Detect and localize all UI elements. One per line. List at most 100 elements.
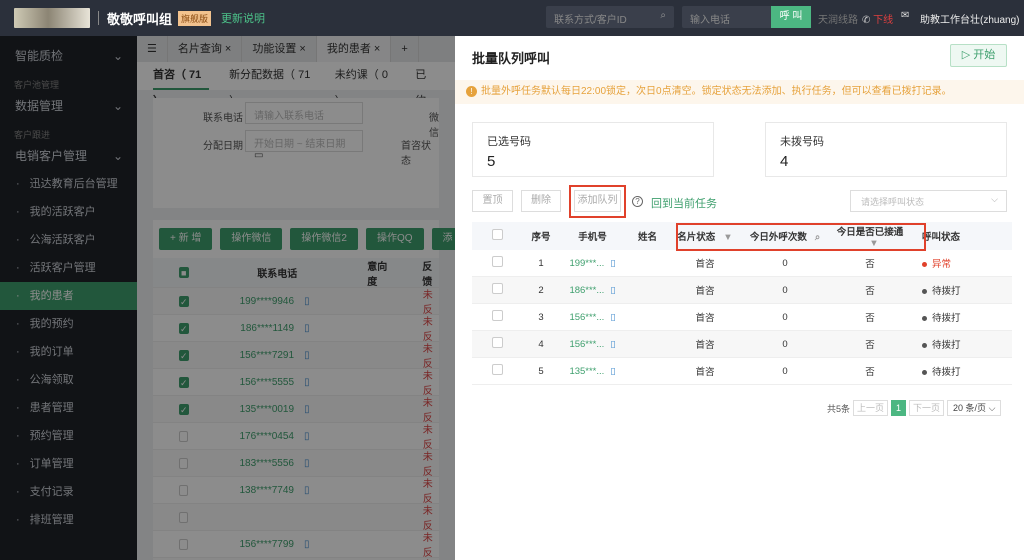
phone-filter-input[interactable]: 请输入联系电话 [245,102,363,124]
phone-link[interactable]: 138****7749 [239,484,294,496]
sidebar-item[interactable]: 公海领取 [0,366,137,394]
copy-icon[interactable]: ▯ [610,284,616,296]
copy-icon[interactable]: ▯ [303,430,310,442]
copy-icon[interactable]: ▯ [303,457,310,469]
customer-search-input[interactable]: 联系方式/客户ID ⌕ [546,6,674,28]
phone-link[interactable]: 156***... [569,311,605,323]
page-size-select[interactable]: 20 条/页 ⌵ [947,400,1002,416]
sidebar-item[interactable]: 我的活跃客户 [0,198,137,226]
more-button[interactable]: 添 [431,228,455,250]
user-menu[interactable]: 壮(zhuang) [970,15,1020,26]
col-intent[interactable]: 意向度 [367,261,388,288]
phone-input[interactable]: 输入电话 [682,6,772,28]
copy-icon[interactable]: ▯ [610,365,616,377]
phone-link[interactable]: 135***... [569,365,605,377]
mail-icon[interactable]: ✉ [901,10,910,21]
search-icon[interactable]: ⌕ [660,10,666,21]
phone-link[interactable]: 156****5555 [239,376,295,388]
add-button[interactable]: + 新 增 [159,228,213,250]
date-range-input[interactable]: 开始日期 ~ 结束日期 ▭ [245,130,363,161]
sidebar-item[interactable]: 我的订单 [0,338,137,366]
select-all-checkbox[interactable]: ■ [179,267,189,278]
wechat2-button[interactable]: 操作微信2 [290,228,358,250]
row-checkbox[interactable] [492,337,503,348]
filter-icon[interactable]: ▼ [869,237,879,249]
tab-settings[interactable]: 功能设置 × [242,36,317,62]
sidebar-item[interactable]: 订单管理 [0,450,137,478]
row-checkbox[interactable]: ✓ [179,403,189,415]
tab-my-patients[interactable]: 我的患者 × [316,36,392,62]
copy-icon[interactable]: ▯ [303,484,310,496]
row-checkbox[interactable]: ✓ [179,295,189,307]
row-checkbox[interactable] [179,484,189,496]
phone-link[interactable]: 156****7291 [239,349,295,361]
copy-icon[interactable]: ▯ [303,538,310,550]
sidebar-item[interactable]: 排班管理 [0,506,137,534]
copy-icon[interactable]: ▯ [304,295,310,307]
workbench-link[interactable]: 助教工作台 [920,15,970,26]
start-button[interactable]: ▷ 开始 [950,44,1007,67]
offline-button[interactable]: ✆ 下线 [862,11,893,26]
back-to-task-link[interactable]: 回到当前任务 [651,198,717,210]
sidebar-item[interactable]: 迅达教育后台管理 [0,170,137,198]
phone-link[interactable]: 176****0454 [239,430,294,442]
phone-link[interactable]: 199***... [569,257,605,269]
help-icon[interactable]: ? [632,196,643,207]
filter-icon[interactable]: ▼ [723,232,733,243]
phone-link[interactable]: 156***... [569,338,605,350]
copy-icon[interactable]: ▯ [610,311,616,323]
page-1-button[interactable]: 1 [891,400,907,416]
call-button[interactable]: 呼 叫 [771,6,811,28]
phone-link[interactable]: 135****0019 [239,403,295,415]
delete-button[interactable]: 删除 [521,190,561,212]
row-checkbox[interactable] [179,511,189,523]
sidebar-item[interactable]: 预约管理 [0,422,137,450]
copy-icon[interactable]: ▯ [304,376,310,388]
page-size-label: 20 条/页 [953,403,987,413]
row-checkbox[interactable]: ✓ [179,376,189,388]
copy-icon[interactable]: ▯ [304,349,310,361]
menu-toggle-icon[interactable]: ☰ [137,36,168,62]
pin-button[interactable]: 置顶 [472,190,513,212]
prev-page-button[interactable]: 上一页 [853,400,889,416]
phone-link[interactable]: 186***... [569,284,605,296]
modal-overlay[interactable] [0,36,455,560]
copy-icon[interactable]: ▯ [610,338,616,350]
select-all-checkbox[interactable] [492,229,503,240]
copy-icon[interactable]: ▯ [304,322,310,334]
sidebar-item[interactable]: 支付记录 [0,478,137,506]
row-checkbox[interactable] [492,364,503,375]
sidebar-item[interactable]: 公海活跃客户 [0,226,137,254]
row-checkbox[interactable] [492,283,503,294]
phone-link[interactable]: 186****1149 [240,322,295,334]
row-checkbox[interactable]: ✓ [179,322,189,334]
sidebar-item[interactable]: 我的患者 [0,282,137,310]
tab-card-query[interactable]: 名片查询 × [168,36,243,62]
next-page-button[interactable]: 下一页 [909,400,945,416]
search-icon[interactable]: ⌕ [814,232,821,243]
sidebar-item[interactable]: 智能质检 ⌄ [0,42,137,70]
row-checkbox[interactable]: ✓ [179,349,189,361]
wechat-button[interactable]: 操作微信 [220,228,283,250]
sidebar-item[interactable]: 数据管理 ⌄ [0,92,137,120]
sidebar-item[interactable]: 活跃客户管理 [0,254,137,282]
phone-link[interactable]: 183****5556 [239,457,294,469]
phone-link[interactable]: 156****7799 [239,538,294,550]
sidebar-item[interactable]: 我的预约 [0,310,137,338]
copy-icon[interactable]: ▯ [304,403,310,415]
row-checkbox[interactable] [179,457,189,469]
call-status-cell: 待拨打 [910,364,990,378]
add-queue-button[interactable]: 添加队列 [574,190,621,212]
row-checkbox[interactable] [492,256,503,267]
sidebar-item[interactable]: 电销客户管理 ⌄ [0,142,137,170]
add-tab-icon[interactable]: + [391,36,419,62]
row-checkbox[interactable] [492,310,503,321]
copy-icon[interactable]: ▯ [610,257,616,269]
update-notes-link[interactable]: 更新说明 [221,13,266,25]
row-checkbox[interactable] [179,538,189,550]
qq-button[interactable]: 操作QQ [365,228,424,250]
row-checkbox[interactable] [179,430,189,442]
sidebar-item[interactable]: 患者管理 [0,394,137,422]
phone-link[interactable]: 199****9946 [239,295,295,307]
call-status-select[interactable]: 请选择呼叫状态 ⌵ [850,190,1007,212]
